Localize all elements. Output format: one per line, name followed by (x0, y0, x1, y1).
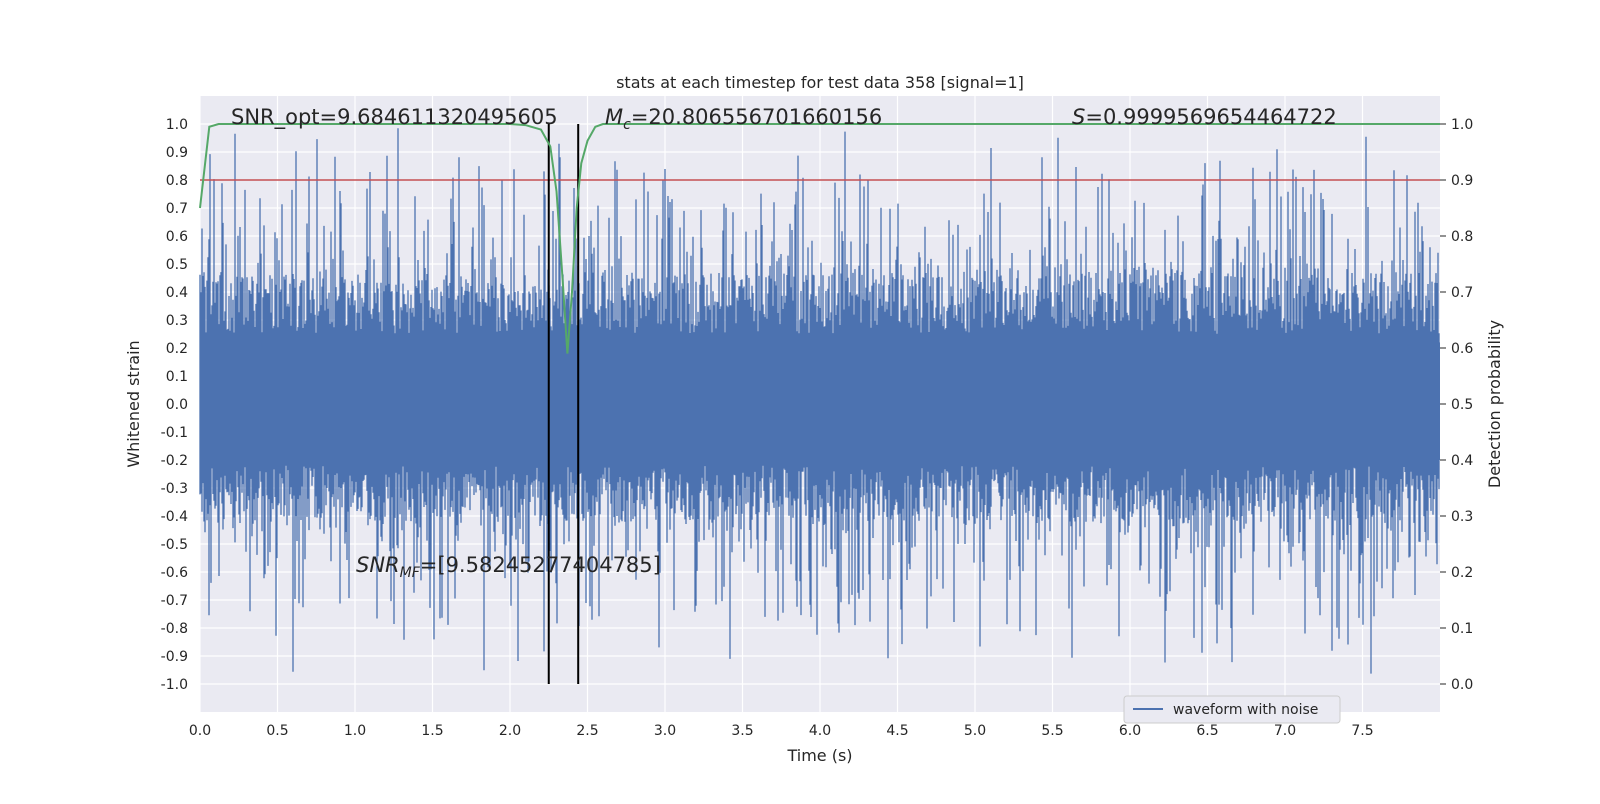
x-tick-label: 7.0 (1274, 723, 1296, 739)
y-right-tick-label: 0.8 (1451, 229, 1473, 245)
x-tick-label: 6.0 (1119, 723, 1141, 739)
legend-box (1123, 695, 1341, 724)
x-tick-label: 2.5 (576, 723, 598, 739)
legend: waveform with noise (1123, 695, 1341, 724)
x-tick-label: 1.5 (421, 723, 443, 739)
y-left-tick-label: 0.1 (166, 369, 188, 385)
y-left-tick-label: 0.8 (166, 173, 188, 189)
y-left-tick-label: 0.3 (166, 313, 188, 329)
x-tick-label: 4.5 (886, 723, 908, 739)
y-right-axis-label: Detection probability (1485, 320, 1504, 488)
y-left-tick-label: -0.1 (161, 425, 188, 441)
y-left-tick-label: -0.3 (161, 481, 188, 497)
y-right-tick-label: 0.9 (1451, 173, 1473, 189)
x-tick-label: 5.0 (964, 723, 986, 739)
x-axis-label: Time (s) (786, 746, 852, 765)
x-tick-label: 5.5 (1041, 723, 1063, 739)
x-axis-ticks: 0.0 0.5 1.0 1.5 2.0 2.5 3.0 3.5 4.0 4.5 5.0 5.5 6.0 6… (189, 723, 1374, 739)
x-tick-label: 0.5 (266, 723, 288, 739)
x-tick-label: 6.5 (1196, 723, 1218, 739)
y-left-tick-label: -0.9 (161, 649, 188, 665)
x-tick-label: 4.0 (809, 723, 831, 739)
x-tick-label: 1.0 (344, 723, 366, 739)
y-right-tick-label: 0.2 (1451, 565, 1473, 581)
noise-series (199, 128, 1440, 674)
y-left-tick-label: 0.7 (166, 201, 188, 217)
y-left-tick-label: -0.8 (161, 621, 188, 637)
y-right-tick-label: 1.0 (1451, 117, 1473, 133)
waveform-noise-core (200, 342, 1440, 460)
y-left-axis-ticks: 1.0 0.9 0.8 0.7 0.6 0.5 0.4 0.3 0.2 0.1 0.0 -0.1 -0.… (161, 117, 188, 693)
y-right-tick-label: 0.5 (1451, 397, 1473, 413)
y-left-tick-label: 0.2 (166, 341, 188, 357)
y-left-tick-label: 1.0 (166, 117, 188, 133)
y-left-tick-label: -1.0 (161, 677, 188, 693)
y-left-tick-label: 0.5 (166, 257, 188, 273)
chart-title: stats at each timestep for test data 358… (616, 73, 1024, 92)
y-right-tick-label: 0.4 (1451, 453, 1473, 469)
y-left-tick-label: 0.9 (166, 145, 188, 161)
y-left-tick-label: 0.0 (166, 397, 188, 413)
y-right-tick-label: 0.7 (1451, 285, 1473, 301)
snr-opt-annotation: SNR_opt=9.684611320495605 (231, 105, 558, 130)
overlay-lines (199, 123, 1440, 684)
y-left-tick-label: 0.4 (166, 285, 188, 301)
x-tick-label: 2.0 (499, 723, 521, 739)
y-left-tick-label: -0.6 (161, 565, 188, 581)
y-right-tick-label: 0.0 (1451, 677, 1473, 693)
y-right-axis-ticks: 1.0 0.9 0.8 0.7 0.6 0.5 0.4 0.3 0.2 0.1 0.0 (1440, 117, 1473, 693)
y-left-tick-label: -0.4 (161, 509, 188, 525)
detection-probability-line (199, 123, 1440, 354)
y-left-tick-label: -0.5 (161, 537, 188, 553)
x-tick-label: 0.0 (189, 723, 211, 739)
x-tick-label: 3.5 (731, 723, 753, 739)
y-right-tick-label: 0.1 (1451, 621, 1473, 637)
x-tick-label: 7.5 (1351, 723, 1373, 739)
mc-annotation: Mc=20.806556701660156 (605, 105, 882, 133)
y-right-tick-label: 0.6 (1451, 341, 1473, 357)
legend-entry: waveform with noise (1173, 702, 1318, 718)
y-left-tick-label: -0.2 (161, 453, 188, 469)
y-left-tick-label: 0.6 (166, 229, 188, 245)
x-tick-label: 3.0 (654, 723, 676, 739)
y-left-tick-label: -0.7 (161, 593, 188, 609)
y-right-tick-label: 0.3 (1451, 509, 1473, 525)
y-left-axis-label: Whitened strain (124, 340, 143, 467)
s-annotation: S=0.9999569654464722 (1072, 105, 1337, 129)
snr-mf-annotation: SNRMF=[9.58245277404785] (356, 553, 661, 581)
